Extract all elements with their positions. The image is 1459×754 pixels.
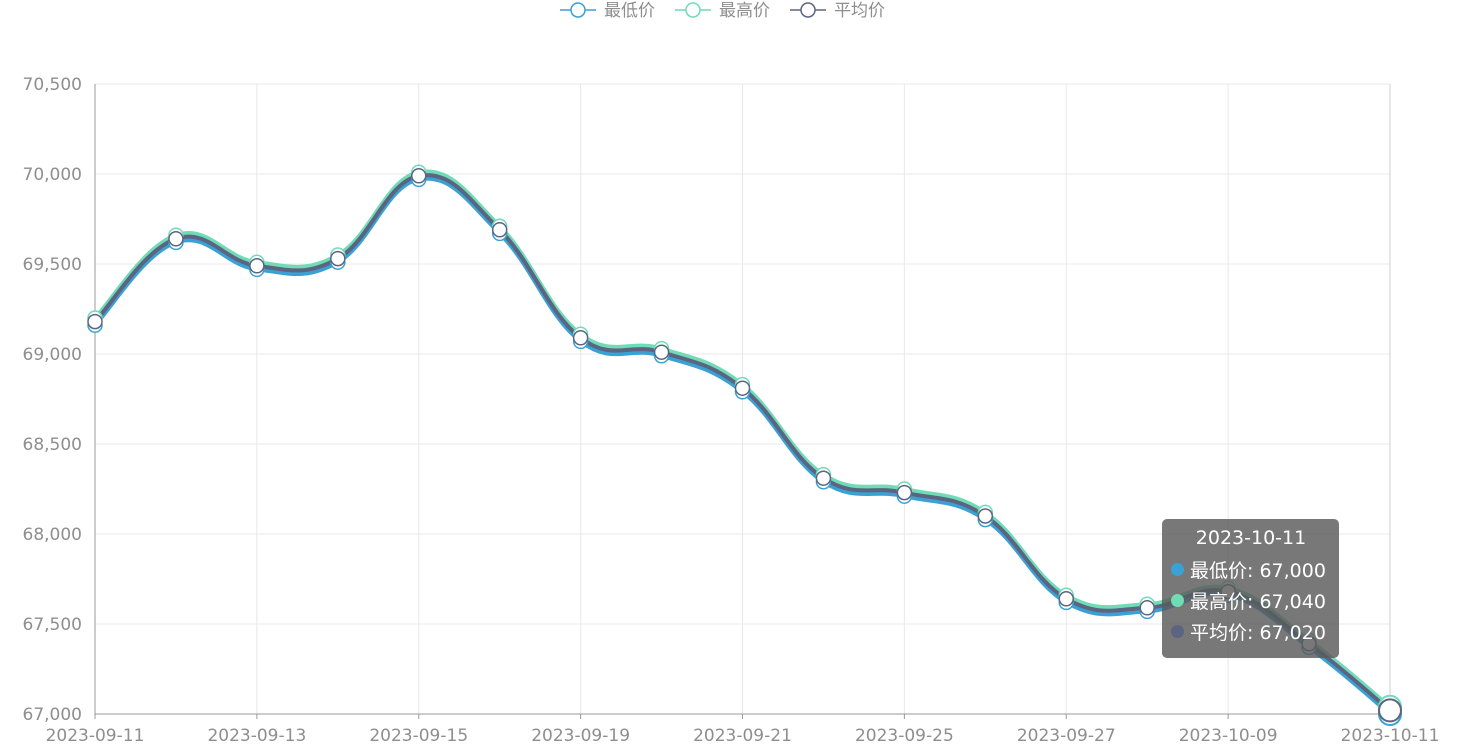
y-tick-label: 67,500: [23, 615, 82, 635]
x-tick-label: 2023-10-09: [1179, 726, 1278, 746]
data-point[interactable]: [896, 484, 913, 501]
x-tick-label: 2023-09-21: [693, 726, 792, 746]
tooltip-label-low: 最低价: 67,000: [1190, 560, 1326, 582]
tooltip-title: 2023-10-11: [1195, 527, 1307, 549]
x-tick-label: 2023-09-11: [46, 726, 145, 746]
data-point[interactable]: [653, 344, 670, 360]
y-tick-label: 67,000: [23, 705, 82, 725]
data-point[interactable]: [1139, 600, 1155, 616]
data-point[interactable]: [1058, 591, 1074, 607]
axes: [94, 84, 1391, 719]
data-point[interactable]: [734, 380, 751, 396]
x-tick-label: 2023-09-27: [1017, 726, 1116, 746]
data-point[interactable]: [815, 470, 832, 486]
legend-label[interactable]: 最高价: [719, 1, 770, 21]
x-tick-label: 2023-09-25: [855, 726, 954, 746]
legend-label[interactable]: 最低价: [604, 1, 655, 21]
data-point[interactable]: [168, 231, 184, 247]
tooltip: 2023-10-11 最低价: 67,000 最高价: 67,040 平均价: …: [1162, 519, 1339, 658]
data-point[interactable]: [977, 508, 994, 524]
data-point[interactable]: [572, 330, 589, 346]
x-tick-label: 2023-09-13: [207, 726, 306, 746]
y-tick-label: 68,000: [23, 525, 82, 545]
legend-marker: [685, 2, 701, 18]
y-tick-label: 69,000: [23, 345, 82, 365]
legend-label[interactable]: 平均价: [834, 1, 885, 21]
legend-marker: [570, 2, 586, 18]
legend-marker: [800, 2, 816, 18]
y-tick-label: 68,500: [23, 435, 82, 455]
data-point[interactable]: [249, 258, 265, 274]
data-point[interactable]: [87, 313, 103, 330]
tooltip-row-high: 最高价: 67,040: [1171, 585, 1339, 616]
x-tick-label: 2023-10-11: [1341, 726, 1440, 746]
x-axis-labels: 2023-09-11 2023-09-13 2023-09-15 2023-09-19…: [46, 726, 1440, 746]
tooltip-row-avg: 平均价: 67,020: [1171, 616, 1339, 647]
tooltip-label-avg: 平均价: 67,020: [1190, 622, 1326, 644]
y-axis-labels: 67,000 67,500 68,000 68,500 69,000 69,500 70,0…: [23, 75, 82, 725]
legend[interactable]: 最低价 最高价 平均价: [560, 1, 885, 21]
data-point[interactable]: [330, 250, 346, 267]
tooltip-dot-avg: [1171, 625, 1184, 638]
y-tick-label: 69,500: [23, 255, 82, 275]
tooltip-dot-low: [1171, 563, 1184, 576]
data-point[interactable]: [1378, 698, 1402, 723]
y-tick-label: 70,000: [23, 165, 82, 185]
x-tick-label: 2023-09-19: [531, 726, 630, 746]
x-tick-label: 2023-09-15: [369, 726, 468, 746]
data-point[interactable]: [491, 222, 508, 238]
tooltip-label-high: 最高价: 67,040: [1190, 591, 1326, 613]
y-tick-label: 70,500: [23, 75, 82, 95]
tooltip-row-low: 最低价: 67,000: [1171, 554, 1339, 585]
data-point[interactable]: [411, 168, 427, 184]
tooltip-dot-high: [1171, 594, 1184, 607]
